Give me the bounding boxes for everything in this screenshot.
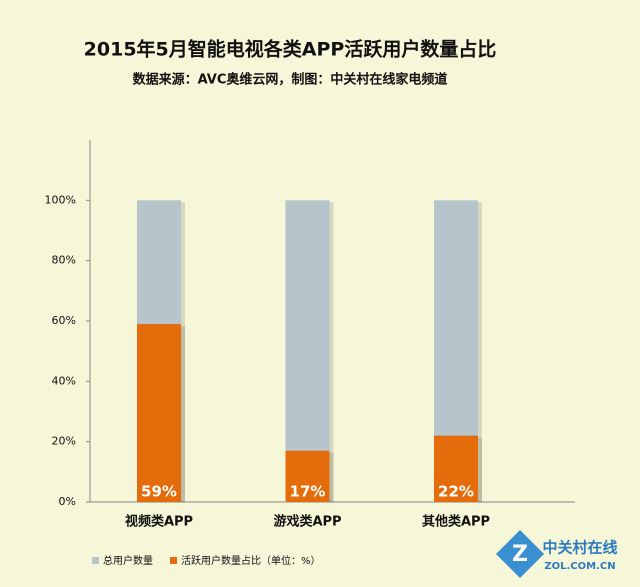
legend-label: 活跃用户数量占比（单位：%） [181, 554, 321, 567]
y-tick-label: 80% [52, 254, 76, 267]
logo-letter: Z [512, 542, 528, 567]
data-label: 59% [141, 483, 177, 501]
chart-title: 2015年5月智能电视各类APP活跃用户数量占比 [84, 38, 497, 61]
legend-label: 总用户数量 [103, 554, 153, 567]
legend-swatch [92, 557, 99, 564]
x-tick-label: 其他类APP [422, 514, 490, 530]
data-label: 17% [290, 483, 326, 501]
y-tick-label: 40% [52, 374, 76, 387]
chart-subtitle: 数据来源：AVC奥维云网，制图：中关村在线家电频道 [133, 72, 448, 88]
watermark-name: 中关村在线 [542, 539, 617, 557]
watermark: Z 中关村在线 ZOL.COM.CN [495, 529, 618, 579]
bar [285, 450, 330, 502]
bar [434, 435, 478, 502]
legend-swatch [170, 557, 177, 564]
watermark-site: ZOL.COM.CN [544, 561, 615, 572]
y-tick-label: 0% [59, 495, 76, 508]
x-tick-label: 视频类APP [125, 514, 193, 530]
logo [495, 529, 545, 579]
y-tick-label: 20% [52, 435, 76, 448]
data-label: 22% [438, 483, 474, 501]
x-tick-label: 游戏类APP [273, 514, 341, 530]
bar [137, 324, 181, 502]
y-tick-label: 100% [45, 193, 76, 206]
y-tick-label: 60% [52, 314, 76, 327]
